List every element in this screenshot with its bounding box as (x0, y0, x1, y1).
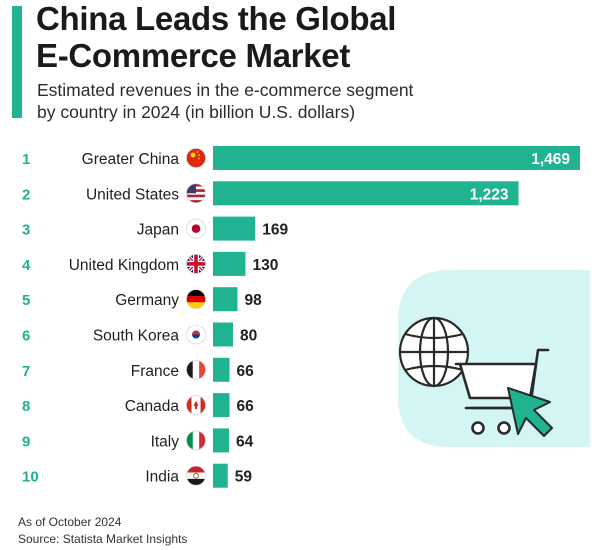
category-label: Germany (115, 292, 179, 309)
value-label: 66 (236, 398, 254, 415)
cursor-arrow-icon (507, 387, 553, 437)
ecommerce-illustration (398, 270, 590, 447)
globe-icon (398, 316, 470, 388)
category-label: Greater China (82, 151, 180, 168)
rank-label: 9 (22, 433, 30, 450)
bar-row: 2 United States 1,223 (22, 181, 519, 206)
bar-row: 5 Germany 98 (22, 287, 262, 312)
title-accent-bar (12, 6, 22, 118)
chart-subtitle: Estimated revenues in the e-commerce seg… (37, 79, 557, 123)
category-label: United States (86, 186, 179, 203)
category-label: Japan (137, 222, 179, 239)
value-label: 1,469 (531, 151, 570, 168)
shopping-cart-icon (454, 348, 550, 435)
bar-row: 10 India 59 (22, 463, 253, 488)
rank-label: 3 (22, 222, 30, 239)
category-label: Italy (151, 433, 180, 450)
bar (213, 181, 519, 206)
bar-row: 8 Canada 66 (22, 393, 254, 418)
bar (213, 428, 229, 453)
bar (213, 287, 238, 312)
bar-row: 6 South Korea 80 (22, 322, 257, 347)
bar-row: 7 France 66 (22, 357, 254, 382)
germany-flag-icon (186, 289, 206, 309)
bar (213, 216, 256, 241)
value-label: 66 (236, 363, 254, 380)
bar (213, 357, 230, 382)
value-label: 130 (252, 257, 278, 274)
category-label: Canada (125, 398, 180, 415)
chart-title-line-2: E-Commerce Market (36, 37, 351, 74)
value-label: 80 (240, 328, 257, 345)
chart-title: China Leads the Global E-Commerce Market (36, 0, 576, 74)
rank-label: 6 (22, 328, 30, 345)
category-label: South Korea (93, 328, 180, 345)
united-states-flag-icon (186, 183, 206, 204)
bar (213, 322, 233, 347)
france-flag-icon (186, 360, 206, 380)
rank-label: 5 (22, 292, 30, 309)
chart-footer: As of October 2024 Source: Statista Mark… (18, 514, 187, 548)
bar-row: 4 United Kingdom 130 (22, 251, 278, 276)
china-flag-icon (186, 148, 206, 168)
value-label: 1,223 (470, 186, 509, 203)
india-flag-icon (186, 465, 206, 486)
south-korea-flag-icon (186, 324, 206, 345)
chart-subtitle-line-2: by country in 2024 (in billion U.S. doll… (37, 102, 356, 122)
rank-label: 4 (22, 257, 31, 274)
footer-note: As of October 2024 (18, 515, 122, 529)
bar (213, 393, 230, 418)
bar-row: 1 Greater China 1,469 (22, 146, 580, 170)
rank-label: 1 (22, 151, 30, 168)
value-label: 59 (235, 469, 253, 486)
chart-subtitle-line-1: Estimated revenues in the e-commerce seg… (37, 80, 414, 100)
united-kingdom-flag-icon (186, 254, 206, 274)
bar (213, 251, 246, 276)
rank-label: 2 (22, 186, 30, 203)
category-label: France (131, 363, 179, 380)
japan-flag-icon (186, 218, 206, 239)
italy-flag-icon (186, 430, 206, 451)
rank-label: 7 (22, 363, 30, 380)
category-label: India (145, 469, 179, 486)
bar-chart: 1 Greater China 1,469 2 United States 1,223 3 J… (22, 146, 580, 488)
bar (213, 146, 580, 170)
bar-row: 9 Italy 64 (22, 428, 254, 453)
bar-row: 3 Japan 169 (22, 216, 288, 241)
canada-flag-icon (186, 395, 206, 415)
value-label: 98 (244, 292, 262, 309)
rank-label: 10 (22, 469, 39, 486)
category-label: United Kingdom (69, 257, 179, 274)
bar (213, 463, 228, 488)
value-label: 64 (236, 433, 254, 450)
rank-label: 8 (22, 398, 30, 415)
footer-source: Source: Statista Market Insights (18, 532, 188, 546)
chart-title-line-1: China Leads the Global (36, 0, 397, 37)
value-label: 169 (262, 222, 288, 239)
